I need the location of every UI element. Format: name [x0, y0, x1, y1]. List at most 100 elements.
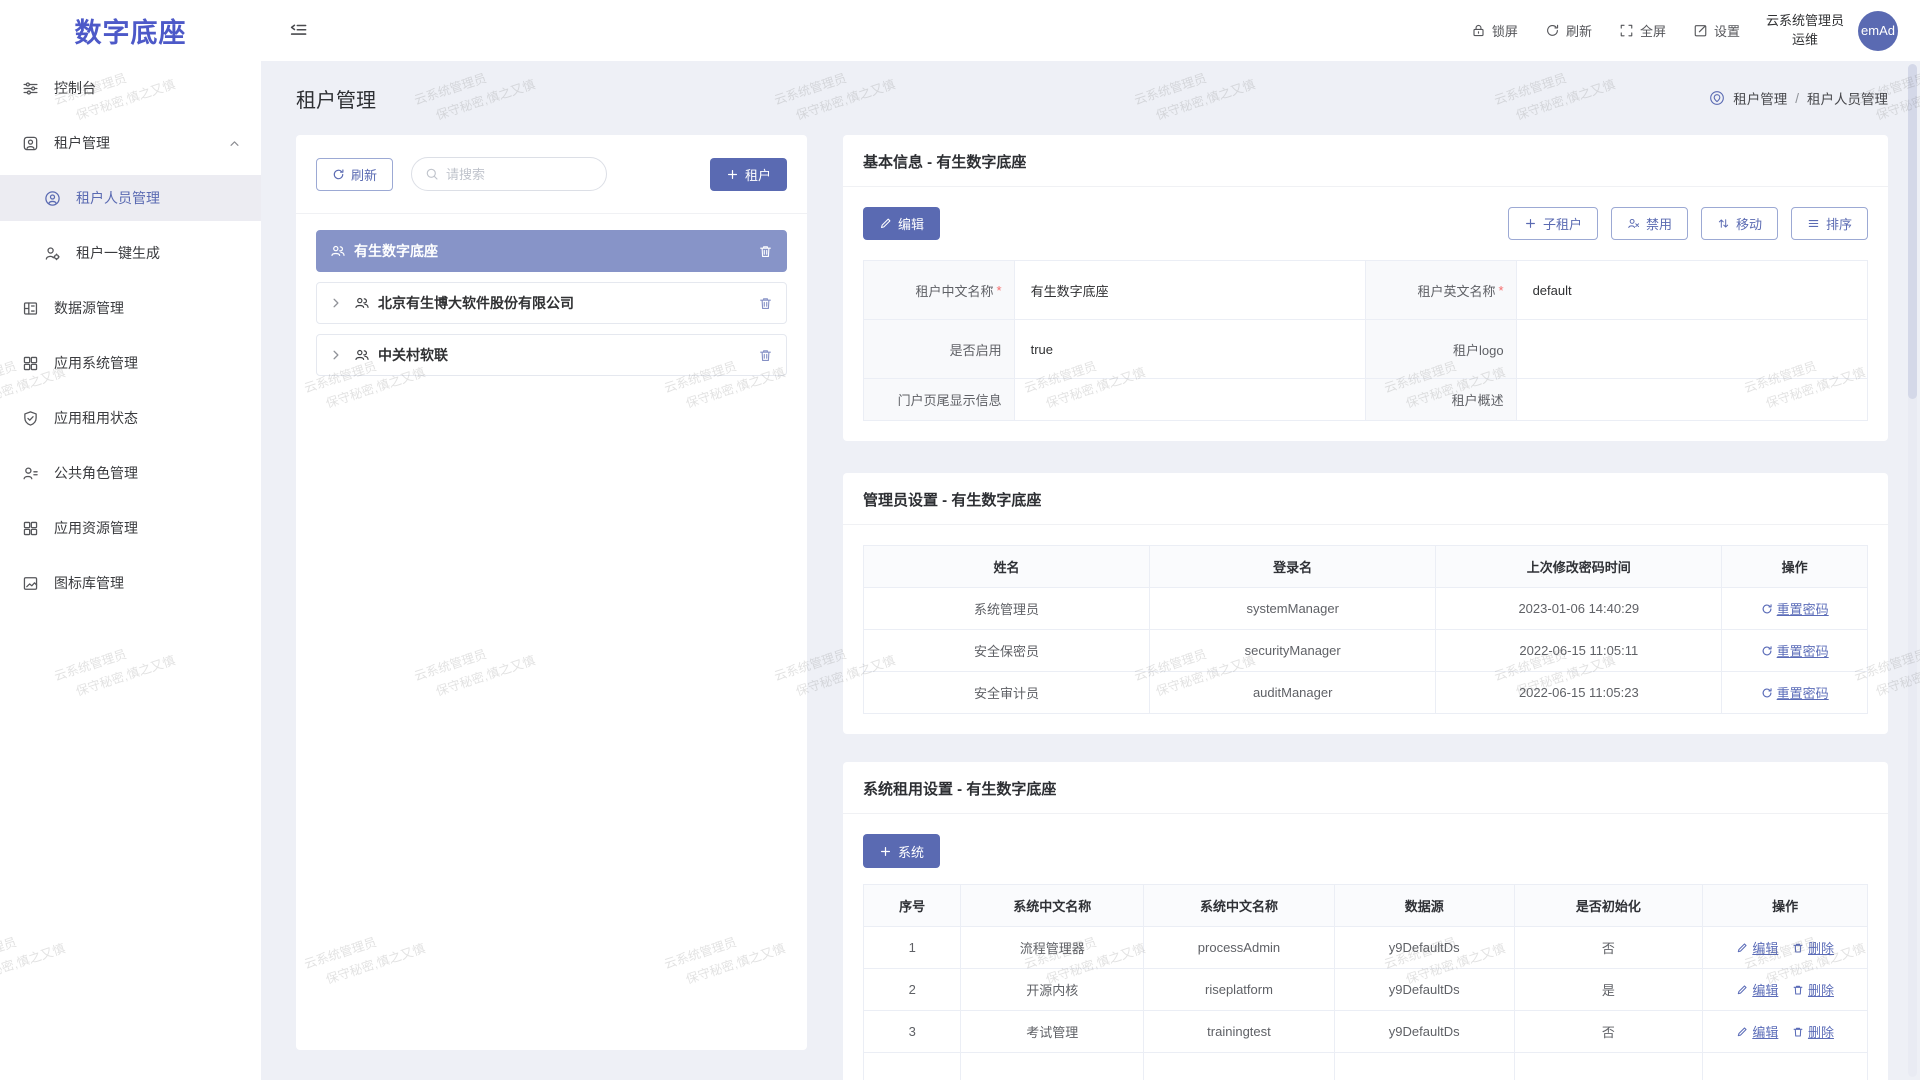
refresh-icon	[1762, 645, 1772, 655]
plus-icon	[727, 169, 737, 179]
scrollbar-thumb[interactable]	[1908, 64, 1917, 399]
move-label: 移动	[1735, 217, 1762, 232]
system-en-name: processAdmin	[1143, 926, 1335, 969]
system-initialized: 否	[1513, 1010, 1704, 1053]
user-role: 运维	[1791, 31, 1818, 47]
field-label: 租户logo	[1365, 320, 1517, 379]
column-header: 操作	[1721, 545, 1868, 588]
basic-info-button-group: 子租户 禁用 移动	[1507, 207, 1868, 240]
required-mark: *	[996, 282, 1002, 298]
delete-tenant-icon[interactable]	[758, 296, 773, 311]
sidebar-item-app-status[interactable]: 应用租用状态	[0, 395, 261, 441]
sidebar-item-tenant-users[interactable]: 租户人员管理	[0, 175, 261, 221]
sidebar-item-icon-library[interactable]: 图标库管理	[0, 560, 261, 606]
breadcrumb-item-first[interactable]: 租户管理	[1733, 92, 1788, 107]
add-sub-tenant-button[interactable]: 子租户	[1507, 207, 1598, 240]
admin-login: securityManager	[1149, 629, 1437, 672]
sidebar-item-label: 应用系统管理	[54, 355, 138, 371]
field-label: 租户中文名称 *	[864, 261, 1015, 320]
current-user[interactable]: 云系统管理员 运维	[1766, 12, 1844, 48]
required-mark: *	[1498, 282, 1504, 298]
system-settings-title: 系统租用设置 - 有生数字底座	[843, 762, 1888, 814]
admin-settings-title: 管理员设置 - 有生数字底座	[843, 473, 1888, 525]
user-name: 云系统管理员	[1765, 13, 1844, 29]
chevron-right-icon[interactable]	[330, 297, 342, 309]
pencil-icon	[1738, 984, 1747, 994]
avatar[interactable]: emAd	[1858, 10, 1898, 51]
edit-system-link[interactable]: 编辑	[1736, 980, 1778, 999]
delete-tenant-icon[interactable]	[758, 348, 773, 363]
chevron-right-icon[interactable]	[330, 349, 342, 361]
tree-item[interactable]: 中关村软联	[316, 334, 787, 376]
plus-icon	[880, 846, 891, 856]
page-scrollbar[interactable]	[1908, 64, 1917, 1077]
reset-password-link[interactable]: 重置密码	[1761, 641, 1829, 660]
people-icon	[331, 245, 345, 256]
delete-system-link[interactable]: 删除	[1792, 1022, 1834, 1041]
trash-icon	[1793, 985, 1803, 994]
add-system-button[interactable]: 系统	[863, 834, 941, 868]
column-header: 登录名	[1149, 545, 1437, 588]
table-row: 安全保密员 securityManager 2022-06-15 11:05:1…	[862, 629, 1868, 672]
plus-icon	[1525, 219, 1535, 228]
sidebar-item-app-resources[interactable]: 应用资源管理	[0, 505, 261, 551]
sidebar-item-public-roles[interactable]: 公共角色管理	[0, 450, 261, 496]
admin-pwd-time: 2022-06-15 11:05:11	[1435, 629, 1723, 672]
move-button[interactable]: 移动	[1700, 207, 1778, 240]
delete-system-link[interactable]: 删除	[1792, 938, 1834, 957]
menu-fold-icon[interactable]	[289, 21, 308, 40]
settings-button[interactable]: 设置	[1693, 21, 1740, 40]
tree-refresh-button[interactable]: 刷新	[316, 157, 394, 191]
sidebar-item-tenant-generate[interactable]: 租户一键生成	[0, 230, 261, 276]
sidebar-item-console[interactable]: 控制台	[0, 65, 261, 111]
refresh-icon	[1762, 687, 1772, 697]
system-initialized: 是	[1513, 968, 1704, 1011]
settings-label: 设置	[1713, 24, 1740, 39]
chevron-up-icon	[230, 140, 239, 146]
sort-button[interactable]: 排序	[1790, 207, 1868, 240]
edit-system-link[interactable]: 编辑	[1736, 938, 1778, 957]
delete-tenant-icon[interactable]	[758, 244, 773, 259]
admin-name: 安全审计员	[862, 671, 1151, 714]
disable-button[interactable]: 禁用	[1610, 207, 1688, 240]
column-header: 操作	[1702, 884, 1868, 927]
add-tenant-button[interactable]: 租户	[709, 157, 787, 191]
basic-info-title: 基本信息 - 有生数字底座	[843, 135, 1888, 187]
lock-screen-button[interactable]: 锁屏	[1471, 21, 1518, 40]
table-row: 1 流程管理器 processAdmin y9DefaultDs 否 编辑 删除	[862, 926, 1868, 969]
trash-icon	[1793, 943, 1803, 952]
table-row	[862, 1052, 1868, 1080]
add-system-label: 系统	[898, 844, 925, 860]
admin-settings-card: 管理员设置 - 有生数字底座 姓名 登录名 上次修改密码时间 操作	[843, 473, 1888, 734]
grid-icon	[23, 356, 38, 370]
sidebar-item-app-systems[interactable]: 应用系统管理	[0, 340, 261, 386]
delete-system-link[interactable]: 删除	[1792, 980, 1834, 999]
admin-name: 安全保密员	[862, 629, 1151, 672]
fullscreen-button[interactable]: 全屏	[1619, 21, 1666, 40]
system-no: 1	[862, 926, 962, 969]
field-value: true	[1014, 320, 1366, 379]
pencil-icon	[1738, 1026, 1747, 1036]
sidebar-item-tenant-mgmt[interactable]: 租户管理	[0, 120, 261, 166]
system-datasource: y9DefaultDs	[1333, 926, 1515, 969]
breadcrumb-separator: /	[1795, 90, 1799, 106]
reset-password-link[interactable]: 重置密码	[1761, 599, 1829, 618]
page-head: 租户管理 租户管理 / 租户人员管理	[296, 61, 1888, 135]
location-pin-icon	[1710, 91, 1725, 105]
edit-system-link[interactable]: 编辑	[1736, 1022, 1778, 1041]
tree-item-selected[interactable]: 有生数字底座	[316, 230, 787, 272]
sidebar-item-datasource[interactable]: 数据源管理	[0, 285, 261, 331]
field-value: 有生数字底座	[1014, 261, 1366, 320]
tree-item[interactable]: 北京有生博大软件股份有限公司	[316, 282, 787, 324]
admin-login: systemManager	[1149, 587, 1437, 630]
system-datasource: y9DefaultDs	[1333, 968, 1515, 1011]
refresh-page-button[interactable]: 刷新	[1545, 21, 1592, 40]
reset-password-link[interactable]: 重置密码	[1761, 683, 1829, 702]
edit-button[interactable]: 编辑	[863, 207, 941, 240]
field-value	[1014, 379, 1366, 421]
field-label: 租户英文名称 *	[1365, 261, 1517, 320]
field-value: default	[1516, 261, 1868, 320]
topbar-actions: 锁屏 刷新 全屏 设置	[1471, 21, 1740, 40]
search-input[interactable]	[446, 166, 594, 182]
